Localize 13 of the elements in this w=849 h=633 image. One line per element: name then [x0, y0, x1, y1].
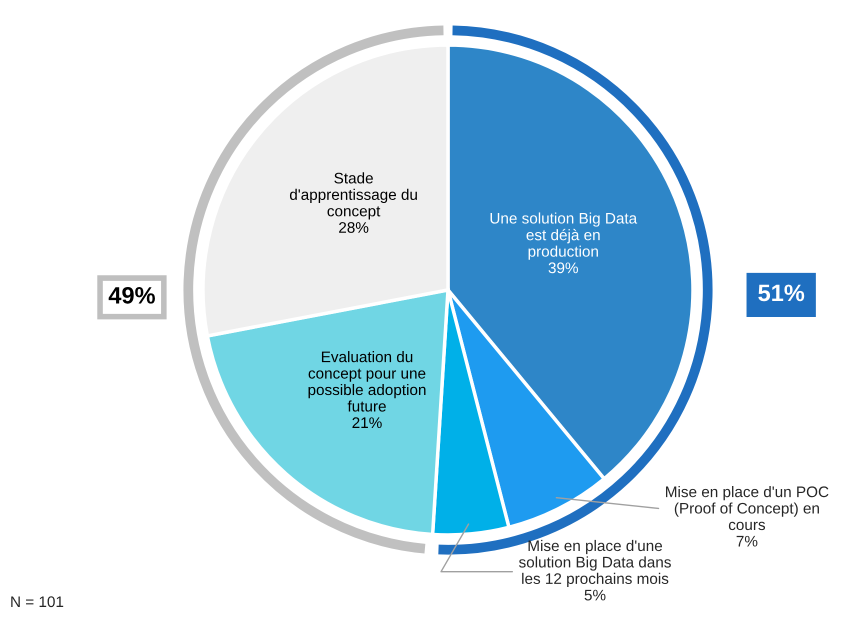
data-label: 21% — [352, 417, 382, 428]
data-label: 28% — [339, 222, 368, 233]
slice-label: Stade d'apprentissage du concept — [290, 172, 417, 220]
data-label: 39% — [548, 262, 578, 274]
data-label: 5% — [584, 590, 606, 600]
data-label: 7% — [736, 536, 758, 547]
slice-label: Evaluation du concept pour une possible adoption future — [308, 351, 426, 412]
slice-label: Une solution Big Data est déjà en production — [490, 212, 638, 260]
text: N = 101 — [11, 596, 64, 608]
text: 49% — [108, 286, 155, 304]
slice-label: Mise en place d'une solution Big Data dans les 12 prochains mois — [518, 540, 671, 588]
slice-label: Mise en place d'un POC (Proof of Concept) en cours — [666, 486, 828, 530]
text: 51% — [758, 284, 804, 302]
